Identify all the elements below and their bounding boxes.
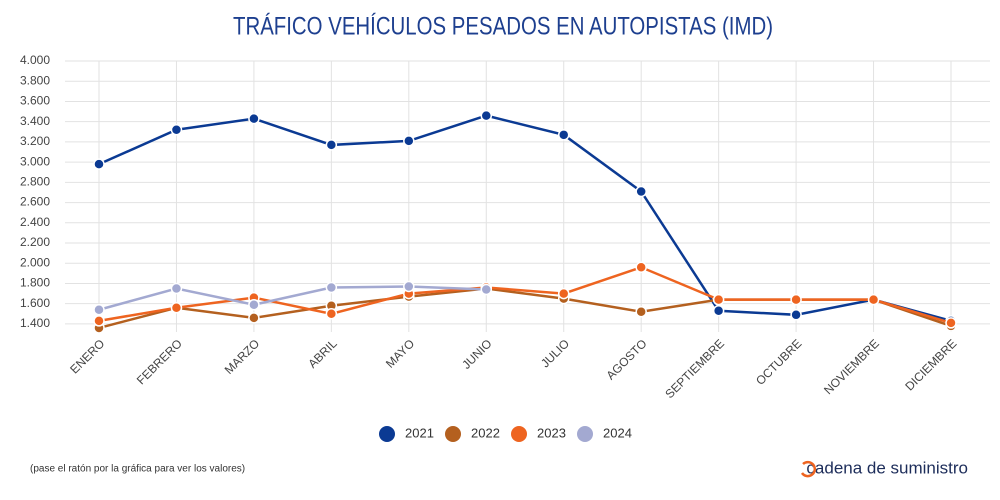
x-tick-label: MARZO [222, 336, 263, 377]
series-line [98, 285, 487, 311]
series-line [98, 114, 952, 323]
y-tick-label: 3.600 [20, 94, 50, 108]
y-tick-label: 2.600 [20, 195, 50, 209]
series-line [98, 265, 952, 325]
legend-marker [379, 426, 395, 442]
point [170, 124, 183, 136]
legend-label: 2021 [405, 425, 434, 440]
chart-title: TRÁFICO VEHÍCULOS PESADOS EN AUTOPISTAS … [233, 12, 773, 41]
point [170, 282, 183, 295]
legend-marker [445, 426, 461, 442]
x-tick-label: NOVIEMBRE [821, 336, 882, 397]
y-tick-label: 2.800 [20, 175, 50, 189]
point [635, 306, 647, 318]
legend-marker [511, 426, 527, 442]
point [325, 308, 338, 320]
point [480, 283, 493, 296]
legend-label: 2023 [537, 425, 566, 440]
note: (pase el ratón por la gráfica para ver l… [30, 464, 245, 475]
point [790, 309, 802, 321]
point [248, 112, 260, 125]
y-tick-label: 2.200 [20, 235, 50, 249]
y-tick-label: 3.800 [20, 73, 50, 87]
brand: cadena de suministro [806, 458, 968, 477]
point [635, 261, 647, 274]
point [790, 293, 802, 306]
point [403, 135, 415, 147]
brand-icon [800, 460, 817, 478]
point [945, 317, 957, 329]
point [712, 305, 725, 317]
legend-marker [577, 426, 593, 442]
x-tick-label: SEPTIEMBRE [662, 336, 727, 401]
y-tick-label: 1.600 [20, 296, 50, 310]
y-tick-label: 1.400 [20, 316, 50, 330]
x-tick-label: ENERO [67, 336, 107, 376]
point [93, 158, 105, 170]
point [93, 304, 105, 316]
y-tick-label: 3.400 [20, 114, 50, 128]
y-tick-label: 2.000 [20, 255, 50, 269]
point [170, 301, 183, 314]
point [557, 287, 570, 300]
point [635, 185, 647, 198]
point [712, 293, 725, 306]
x-tick-label: AGOSTO [603, 336, 649, 382]
point [325, 281, 338, 294]
point [325, 139, 338, 151]
legend-label: 2024 [603, 425, 632, 440]
point [248, 312, 260, 324]
y-tick-label: 3.000 [20, 154, 50, 168]
point [248, 298, 260, 311]
x-tick-label: JUNIO [459, 336, 494, 371]
point [867, 293, 880, 306]
point [403, 280, 415, 293]
y-tick-label: 4.000 [20, 53, 50, 67]
point [557, 129, 570, 141]
y-tick-label: 1.800 [20, 276, 50, 290]
x-tick-label: MAYO [383, 336, 417, 370]
y-tick-label: 3.200 [20, 134, 50, 148]
x-tick-label: FEBRERO [134, 336, 185, 387]
legend-label: 2022 [471, 425, 500, 440]
x-tick-label: ABRIL [305, 336, 340, 371]
x-tick-label: OCTUBRE [753, 336, 804, 387]
x-tick-label: DICIEMBRE [902, 336, 959, 393]
point [93, 315, 105, 327]
x-tick-label: JULIO [538, 336, 572, 370]
y-tick-label: 2.400 [20, 215, 50, 229]
point [480, 109, 493, 122]
